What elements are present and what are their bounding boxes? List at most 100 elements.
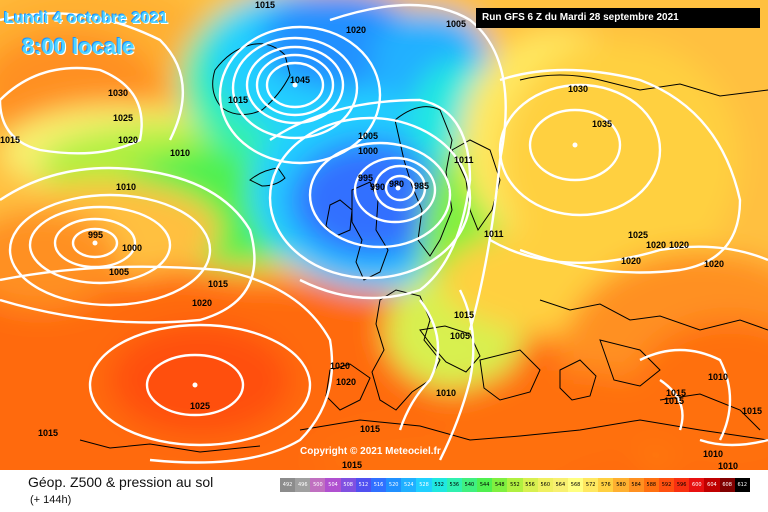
scale-swatch: 612	[734, 478, 750, 492]
scale-label: 508	[343, 482, 353, 488]
scale-swatch: 600	[689, 478, 705, 492]
scale-label: 572	[585, 482, 596, 488]
scale-swatch: 520	[386, 478, 402, 492]
scale-label: 596	[676, 482, 687, 488]
isobar-label: 1015	[208, 279, 228, 289]
low-centre-marker	[395, 185, 401, 191]
legend-footer: Géop. Z500 & pression au sol (+ 144h) 49…	[0, 470, 768, 512]
scale-swatch: 500	[310, 478, 326, 492]
scale-swatch: 592	[658, 478, 675, 492]
isobar-labels: 1015 1020 1005 1030 1025 1020 1015 1010 …	[0, 0, 762, 470]
isobar-label: 1020	[646, 240, 666, 250]
isobar-label: 1045	[290, 75, 310, 85]
scale-label: 536	[449, 482, 460, 488]
scale-label: 580	[616, 482, 626, 488]
scale-swatch: 548	[492, 478, 508, 492]
scale-swatch: 508	[340, 478, 356, 492]
isobar-label: 1010	[708, 372, 728, 382]
isobar-label: 1030	[568, 84, 588, 94]
isobar-label: 1015	[228, 95, 248, 105]
scale-swatch: 580	[613, 478, 629, 492]
scale-swatch: 572	[583, 478, 599, 492]
scale-swatch: 536	[446, 478, 462, 492]
z500-color-field	[0, 0, 768, 470]
scale-swatch: 496	[295, 478, 311, 492]
scale-swatch: 492	[280, 478, 296, 492]
scale-label: 556	[525, 482, 535, 488]
isobar-label: 1000	[358, 146, 378, 156]
isobar-label: 1035	[592, 119, 612, 129]
scale-label: 548	[494, 482, 505, 488]
scale-label: 584	[631, 482, 641, 488]
isobar-label: 1020	[336, 377, 356, 387]
scale-swatch: 564	[552, 478, 568, 492]
forecast-date: Lundi 4 octobre 2021	[4, 10, 169, 27]
isobars	[0, 3, 768, 464]
copyright-notice: Copyright © 2021 Meteociel.fr	[300, 446, 441, 457]
isobar-label: 1030	[108, 88, 128, 98]
isobar-label: 1020	[118, 135, 138, 145]
isobar-label: 1025	[190, 401, 210, 411]
scale-label: 500	[313, 482, 323, 488]
high-centre-marker	[572, 142, 578, 148]
isobar-label: 1015	[360, 424, 380, 434]
scale-label: 520	[388, 482, 399, 488]
isobar-label: 985	[414, 181, 429, 191]
isobar-label: 1015	[0, 135, 20, 145]
isobar-label: 1005	[450, 331, 470, 341]
scale-swatch: 524	[401, 478, 417, 492]
isobar-label: 1025	[628, 230, 648, 240]
scale-swatch: 568	[567, 478, 584, 492]
isobar-label: 1010	[703, 449, 723, 459]
scale-label: 608	[722, 482, 732, 488]
map-title: Géop. Z500 & pression au sol	[28, 474, 214, 490]
isobar-label: 1010	[116, 182, 136, 192]
scale-label: 612	[737, 482, 748, 488]
scale-label: 512	[358, 482, 369, 488]
isobar-label: 1020	[621, 256, 641, 266]
isobar-label: 1015	[38, 428, 58, 438]
forecast-local-time: 8:00 locale	[22, 34, 135, 59]
weather-map: 1015 1020 1005 1030 1025 1020 1015 1010 …	[0, 0, 768, 470]
scale-label: 492	[282, 482, 293, 488]
scale-swatch: 516	[370, 478, 387, 492]
isobar-label: 1010	[718, 461, 738, 470]
isobar-label: 990	[370, 182, 385, 192]
isobar-label: 1015	[454, 310, 474, 320]
isobar-label: 980	[389, 179, 404, 189]
scale-swatch: 556	[522, 478, 538, 492]
scale-label: 496	[297, 482, 308, 488]
scale-label: 564	[555, 482, 566, 488]
high-centre-marker	[292, 82, 298, 88]
forecast-lead-time: (+ 144h)	[30, 494, 72, 506]
isobar-label: 1011	[454, 155, 474, 165]
isobar-label: 995	[358, 173, 373, 183]
isobar-label: 1005	[358, 131, 378, 141]
isobar-label: 1025	[113, 113, 133, 123]
geopotential-field: 1015 1020 1005 1030 1025 1020 1015 1010 …	[0, 0, 768, 470]
isobar-label: 1020	[669, 240, 689, 250]
scale-swatch: 608	[719, 478, 735, 492]
scale-label: 552	[510, 482, 520, 488]
scale-label: 560	[540, 482, 550, 488]
isobar-label: 1015	[666, 388, 686, 398]
scale-label: 516	[373, 482, 384, 488]
z500-color-scale: 492 496 500 504 508 512 516 520 524 528 532 536 540 5…	[280, 478, 750, 492]
scale-label: 532	[434, 482, 444, 488]
isobar-label: 1005	[109, 267, 129, 277]
scale-label: 576	[601, 482, 611, 488]
isobar-label: 1015	[342, 460, 362, 470]
scale-swatch: 596	[674, 478, 690, 492]
isobar-label: 1020	[330, 361, 350, 371]
scale-label: 604	[707, 482, 717, 488]
scale-label: 524	[404, 482, 414, 488]
scale-swatch: 512	[355, 478, 371, 492]
isobar-label: 1011	[484, 229, 504, 239]
pressure-centres	[92, 82, 578, 388]
isobar-label: 1020	[704, 259, 724, 269]
run-info-banner: Run GFS 6 Z du Mardi 28 septembre 2021	[476, 8, 760, 28]
scale-label: 504	[328, 482, 338, 488]
isobar-label: 1010	[170, 148, 190, 158]
scale-label: 588	[646, 482, 657, 488]
